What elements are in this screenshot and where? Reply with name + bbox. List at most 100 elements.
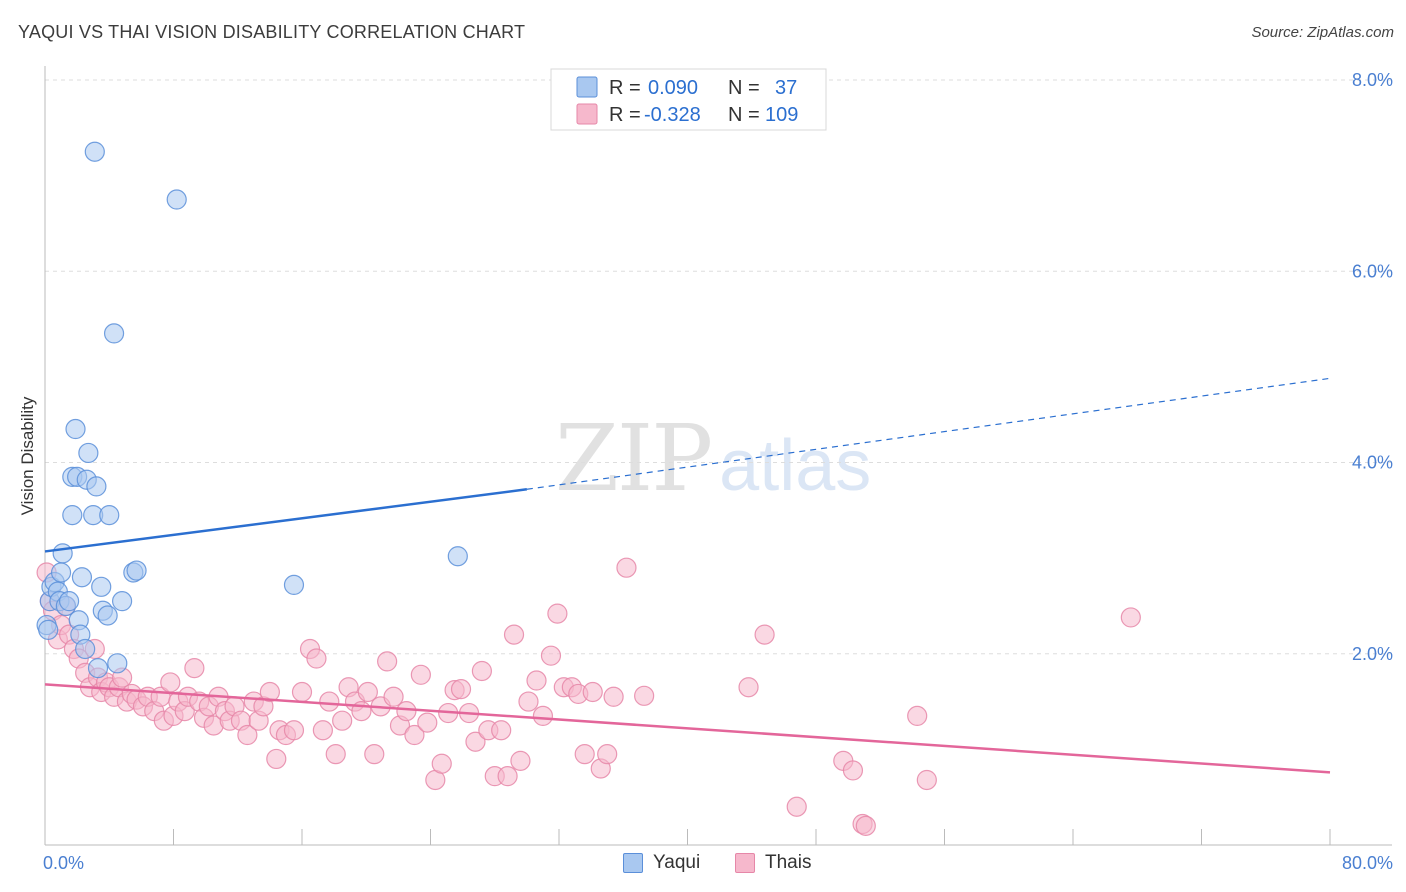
thais-point [332, 710, 353, 731]
thais-point [547, 603, 568, 624]
yaqui-point [107, 653, 128, 674]
thais-point [855, 815, 876, 836]
thais-point [526, 670, 547, 691]
legend-n-value-yaqui: 37 [775, 77, 797, 99]
thais-point [450, 679, 472, 700]
thais-point [842, 760, 864, 781]
thais-point [582, 681, 603, 703]
yaqui-point [87, 657, 109, 679]
yaqui-point [65, 418, 86, 440]
thais-point [471, 660, 492, 682]
yaqui-point [71, 567, 93, 588]
yaqui-point [126, 560, 147, 581]
x-tick-label-min: 0.0% [43, 853, 84, 873]
thais-point [431, 753, 452, 774]
thais-point [532, 705, 554, 727]
yaqui-series [36, 141, 468, 679]
thais-trend-line [44, 683, 1331, 774]
legend-n-value-thais: 109 [765, 104, 798, 126]
yaqui-trend-line-extension [526, 377, 1331, 490]
thais-point [383, 686, 404, 707]
thais-series [36, 557, 1141, 836]
thais-point [160, 672, 181, 693]
legend-n-label-yaqui: N = [728, 77, 760, 99]
thais-point [518, 691, 539, 712]
yaqui-point [38, 619, 59, 640]
yaqui-point [58, 591, 80, 612]
yaqui-point [50, 562, 72, 583]
bottom-legend-label-yaqui: Yaqui [653, 852, 701, 873]
yaqui-trend-line [44, 488, 528, 553]
trend-lines [44, 377, 1331, 774]
legend-r-label-yaqui: R = [609, 77, 641, 99]
thais-point [357, 681, 378, 703]
source-credit: Source: ZipAtlas.com [1251, 24, 1394, 41]
thais-point [325, 744, 346, 765]
x-tick-label-max: 80.0% [1342, 853, 1393, 873]
thais-point [1120, 607, 1141, 628]
y-tick-label: 8.0% [1352, 70, 1393, 90]
thais-point [491, 720, 512, 741]
thais-point [291, 681, 313, 703]
grid-lines [45, 79, 1392, 655]
legend-swatch-thais [576, 103, 598, 125]
thais-point [396, 701, 417, 722]
yaqui-point [447, 546, 468, 567]
tick-labels: 2.0% 4.0% 6.0% 8.0% 0.0% 80.0% [43, 70, 1393, 873]
legend-n-label-thais: N = [728, 104, 760, 126]
yaqui-point [166, 189, 187, 210]
bottom-legend: Yaqui Thais [0, 848, 1406, 882]
thais-point [410, 664, 431, 685]
thais-point [364, 744, 385, 765]
yaqui-point [52, 543, 73, 564]
bottom-legend-yaqui: Yaqui [623, 852, 700, 874]
yaqui-point [283, 574, 305, 596]
thais-point [916, 769, 937, 791]
thais-point [503, 624, 525, 645]
thais-point [616, 557, 637, 578]
yaqui-point [78, 442, 99, 464]
top-legend: R = 0.090 N = 37 R = -0.328 N = 109 [550, 68, 827, 131]
thais-point [597, 744, 618, 765]
thais-point [306, 648, 327, 669]
yaqui-point [111, 591, 133, 612]
legend-r-label-thais: R = [609, 104, 641, 126]
thais-point [184, 657, 205, 679]
thais-point [312, 720, 333, 741]
yaqui-point [86, 476, 107, 497]
bottom-legend-swatch-yaqui [623, 853, 643, 873]
thais-point [465, 731, 486, 752]
thais-point [634, 685, 655, 706]
yaqui-point [84, 141, 105, 162]
thais-point [497, 766, 518, 787]
thais-point [404, 724, 425, 746]
chart-title: YAQUI VS THAI VISION DISABILITY CORRELAT… [18, 22, 526, 42]
thais-point [266, 748, 287, 770]
thais-point [603, 686, 624, 707]
thais-point [786, 796, 807, 817]
bottom-legend-label-thais: Thais [765, 852, 812, 873]
thais-point [907, 705, 928, 727]
legend-r-value-yaqui: 0.090 [648, 77, 698, 99]
thais-point [259, 681, 280, 703]
thais-point [574, 744, 595, 765]
y-tick-label: 4.0% [1352, 453, 1393, 473]
thais-point [417, 712, 438, 733]
legend-r-value-thais: -0.328 [644, 104, 701, 126]
thais-point [738, 677, 759, 698]
yaqui-point [75, 638, 96, 660]
yaqui-point [62, 504, 83, 526]
thais-point [237, 724, 258, 746]
bottom-legend-swatch-thais [735, 853, 755, 873]
axes [44, 66, 1392, 846]
thais-point [540, 645, 562, 666]
thais-point [510, 750, 531, 771]
thais-point [319, 691, 340, 712]
yaqui-point [97, 605, 118, 626]
thais-point [754, 624, 775, 645]
bottom-legend-thais: Thais [735, 852, 811, 874]
legend-swatch-yaqui [576, 76, 598, 98]
yaqui-point [99, 504, 120, 526]
thais-point [377, 651, 398, 672]
